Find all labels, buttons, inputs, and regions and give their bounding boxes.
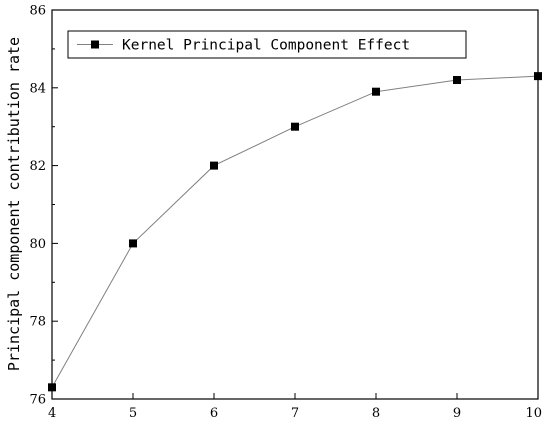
legend: Kernel Principal Component Effect	[67, 30, 467, 59]
y-axis: 76 78 80 82 84 86	[29, 4, 58, 408]
legend-box	[67, 30, 467, 59]
data-point	[291, 122, 299, 131]
data-point	[210, 161, 218, 170]
x-tick-label: 10	[525, 406, 542, 421]
x-tick-label: 4	[48, 406, 56, 421]
x-tick-label: 9	[453, 406, 461, 421]
y-tick-label: 84	[29, 81, 46, 96]
plot-frame	[51, 9, 539, 400]
x-axis: 4 5 6 7 8 9 10	[48, 393, 542, 421]
x-tick-label: 7	[291, 406, 299, 421]
y-tick-label: 86	[29, 4, 46, 19]
legend-marker	[91, 40, 99, 49]
data-point	[453, 76, 461, 85]
y-tick-label: 76	[29, 393, 46, 408]
legend-label: Kernel Principal Component Effect	[122, 38, 410, 54]
x-tick-label: 8	[372, 406, 380, 421]
x-tick-label: 6	[210, 406, 218, 421]
data-point	[129, 239, 137, 248]
y-tick-label: 82	[29, 159, 46, 174]
series-layer	[48, 72, 542, 392]
y-axis-title: Principal component contribution rate	[5, 37, 23, 371]
y-tick-label: 80	[29, 237, 46, 252]
data-point	[372, 87, 380, 96]
x-tick-label: 5	[129, 406, 137, 421]
y-tick-label: 78	[29, 315, 46, 330]
data-point	[48, 383, 56, 392]
data-point	[534, 72, 542, 81]
